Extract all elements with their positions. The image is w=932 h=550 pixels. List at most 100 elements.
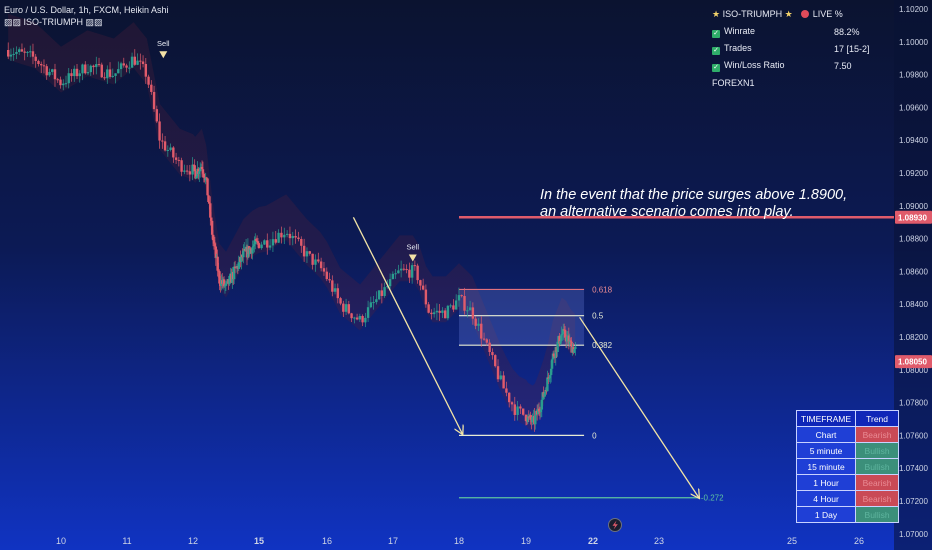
price-axis: 1.10200 1.10000 1.09800 1.09600 1.09400 1.092…: [899, 5, 928, 539]
candle-body: [331, 280, 334, 292]
candle-body: [342, 303, 345, 312]
candle-body: [521, 408, 525, 415]
candle-body: [174, 157, 178, 160]
candle-body: [438, 310, 441, 313]
table-row: 1 Day Bullish: [795, 506, 900, 523]
resistance-price-tag: 1.08930: [898, 213, 927, 222]
candle-body: [7, 50, 10, 57]
candle-body: [397, 270, 400, 274]
candle-body: [205, 177, 208, 179]
table-row: 15 minute Bullish: [795, 458, 900, 475]
candle-body: [328, 279, 331, 281]
candles: [7, 42, 577, 432]
stats-value: 7.50: [834, 60, 852, 71]
candle-body: [256, 241, 260, 244]
bolt-icon[interactable]: [608, 518, 622, 532]
candle-body: [141, 61, 145, 64]
candle-body: [188, 171, 192, 175]
candle-body: [519, 406, 522, 409]
candle-body: [548, 378, 551, 380]
candle-body: [144, 63, 148, 77]
stats-row-trades: ✓ Trades 17 [15-2]: [712, 40, 880, 57]
candle-body: [319, 261, 323, 269]
candle-body: [488, 342, 491, 353]
candle-body: [283, 234, 286, 238]
candle-body: [394, 273, 397, 275]
candle-body: [263, 240, 266, 245]
candle-body: [158, 121, 161, 141]
candle-body: [297, 237, 300, 239]
candle-body: [380, 290, 384, 296]
annotation-line-1: In the event that the price surges above…: [540, 187, 848, 203]
candle-body: [260, 244, 263, 249]
candle-body: [12, 53, 15, 55]
candle-body: [544, 389, 547, 393]
candle-body: [375, 299, 378, 303]
candle-body: [217, 270, 220, 272]
candle-body: [435, 310, 439, 313]
candle-body: [37, 60, 40, 65]
candle-body: [200, 166, 204, 170]
candle-body: [128, 67, 131, 69]
stats-panel: ★ ISO-TRIUMPH ★ LIVE % ✓ Winrate 88.2% ✓ Tr…: [712, 6, 880, 91]
candle-body: [565, 336, 569, 342]
candle-body: [122, 63, 125, 66]
candle-body: [558, 336, 561, 344]
cloud-area: [8, 13, 576, 432]
candle-body: [254, 239, 258, 241]
candle-body: [136, 60, 139, 65]
candle-body: [454, 300, 458, 310]
sell-label: Sell: [407, 243, 420, 252]
candle-body: [347, 304, 351, 314]
candle-body: [252, 246, 255, 248]
time-tick: 23: [654, 536, 664, 546]
candle-body: [408, 269, 411, 278]
candle-body: [225, 281, 229, 284]
candle-body: [26, 51, 29, 53]
candle-body: [339, 298, 342, 304]
candle-body: [531, 416, 534, 423]
candle-body: [117, 69, 120, 74]
trend-cell: Bearish: [855, 474, 900, 491]
stats-value: 88.2%: [834, 26, 860, 37]
stats-row-winrate: ✓ Winrate 88.2%: [712, 23, 880, 40]
candle-body: [213, 243, 217, 247]
candle-body: [108, 69, 112, 77]
candle-body: [432, 312, 436, 315]
candle-body: [460, 295, 463, 297]
candle-body: [199, 167, 202, 172]
candle-body: [388, 279, 392, 287]
candle-body: [237, 262, 240, 270]
candle-body: [540, 399, 544, 410]
candle-body: [516, 406, 519, 415]
candle-body: [491, 352, 494, 356]
price-tick: 1.08800: [899, 235, 928, 244]
stats-value: 17 [15-2]: [834, 43, 870, 54]
live-dot-icon: [800, 10, 809, 18]
candle-body: [477, 323, 480, 326]
candle-body: [424, 289, 428, 305]
candle-body: [300, 238, 303, 246]
candle-body: [513, 404, 516, 415]
table-row: Chart Bearish: [795, 426, 900, 443]
candle-body: [59, 79, 62, 86]
candle-body: [457, 295, 461, 301]
time-tick: 22: [588, 536, 598, 546]
price-tick: 1.09200: [899, 169, 928, 178]
candle-body: [204, 177, 207, 181]
candle-body: [344, 304, 348, 312]
time-tick: 16: [322, 536, 332, 546]
trend-cell: Bullish: [855, 458, 900, 475]
candle-body: [31, 51, 35, 57]
candle-body: [214, 246, 218, 259]
candle-body: [308, 251, 311, 254]
candle-body: [67, 73, 70, 84]
time-tick: 15: [254, 536, 264, 546]
candle-body: [223, 285, 227, 287]
candle-body: [353, 317, 356, 319]
candle-body: [15, 52, 18, 54]
candle-body: [20, 49, 24, 52]
candle-body: [474, 318, 477, 326]
